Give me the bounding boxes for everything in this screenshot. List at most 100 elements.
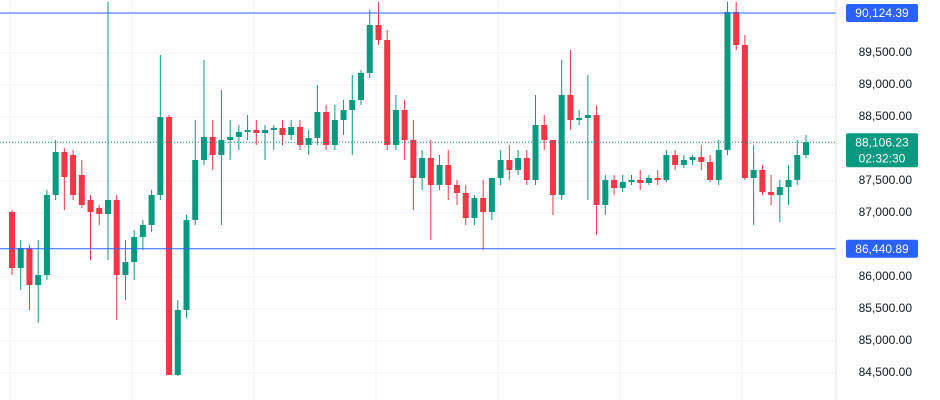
candle-body xyxy=(663,155,670,180)
candle-body xyxy=(750,169,757,178)
price-tag-label: 86,440.89 xyxy=(855,242,909,256)
y-tick-label: 85,500.00 xyxy=(859,301,913,315)
candle-body xyxy=(43,195,50,276)
candle-body xyxy=(523,158,530,180)
candle-body xyxy=(70,155,77,196)
y-tick-label: 84,500.00 xyxy=(859,365,913,379)
candle-body xyxy=(270,128,277,130)
y-tick-label: 88,500.00 xyxy=(859,109,913,123)
candle-body xyxy=(183,219,190,311)
candle-body xyxy=(262,129,269,133)
candle-body xyxy=(166,116,173,375)
candle-body xyxy=(358,72,365,100)
candle-body xyxy=(314,112,321,138)
candle-body xyxy=(453,184,460,193)
candle-body xyxy=(488,177,495,212)
y-tick-label: 87,000.00 xyxy=(859,205,913,219)
countdown-label: 02:32:30 xyxy=(859,151,906,165)
candle-body xyxy=(532,124,539,180)
candle-body xyxy=(392,110,399,145)
candle-body xyxy=(654,177,661,180)
candle-body xyxy=(471,198,478,218)
candle-body xyxy=(218,139,225,156)
candle-body xyxy=(104,200,111,215)
candle-body xyxy=(305,137,312,145)
candle-body xyxy=(375,24,382,40)
price-tag-label: 90,124.39 xyxy=(855,6,909,20)
candle-body xyxy=(384,40,391,145)
candle-body xyxy=(331,120,338,145)
candle-body xyxy=(96,208,103,215)
candle-body xyxy=(768,192,775,196)
y-tick-label: 85,000.00 xyxy=(859,333,913,347)
y-tick-label: 89,000.00 xyxy=(859,77,913,91)
y-tick-label: 89,500.00 xyxy=(859,45,913,59)
candle-body xyxy=(52,152,59,196)
candle-body xyxy=(549,139,556,196)
last-price-tag xyxy=(846,133,918,168)
candle-body xyxy=(419,158,426,178)
candle-body xyxy=(576,118,583,120)
candle-body xyxy=(803,142,809,156)
candle-body xyxy=(602,179,609,205)
candle-body xyxy=(157,116,164,196)
y-tick-label: 86,000.00 xyxy=(859,269,913,283)
candle-body xyxy=(628,179,635,183)
candle-body xyxy=(672,155,679,165)
candle-body xyxy=(436,164,443,185)
last-price-label: 88,106.23 xyxy=(855,135,909,149)
candle-body xyxy=(715,150,722,180)
candle-body xyxy=(279,128,286,135)
candle-body xyxy=(288,126,295,135)
candle-body xyxy=(698,156,705,162)
candle-body xyxy=(192,160,199,220)
candle-body xyxy=(349,99,356,111)
candle-body xyxy=(209,136,216,156)
candle-body xyxy=(235,131,242,137)
candle-body xyxy=(445,164,452,185)
candle-body xyxy=(366,24,373,73)
candle-body xyxy=(707,161,714,180)
candle-body xyxy=(680,160,687,165)
candle-body xyxy=(724,11,731,151)
price-tag xyxy=(846,239,918,258)
candle-body xyxy=(323,112,330,145)
candle-body xyxy=(340,110,347,120)
candle-body xyxy=(733,11,740,45)
candle-body xyxy=(122,262,129,276)
candle-body xyxy=(619,182,626,188)
candle-body xyxy=(759,169,766,192)
candle-body xyxy=(200,136,207,160)
candle-body xyxy=(61,152,68,177)
candle-body xyxy=(131,236,138,263)
candle-body xyxy=(558,94,565,196)
candle-body xyxy=(35,275,42,285)
candle-body xyxy=(410,139,417,178)
candle-body xyxy=(515,158,522,170)
candle-body xyxy=(480,198,487,212)
candle-body xyxy=(87,200,94,212)
candle-body xyxy=(794,155,801,180)
candle-body xyxy=(227,136,234,140)
candle-body xyxy=(645,177,652,183)
candle-body xyxy=(776,187,783,196)
candle-body xyxy=(497,160,504,178)
candle-body xyxy=(593,115,600,205)
candle-body xyxy=(17,248,24,268)
y-tick-label: 87,500.00 xyxy=(859,173,913,187)
price-tag xyxy=(846,4,918,23)
candle-body xyxy=(689,156,696,160)
candle-body xyxy=(506,160,513,170)
candle-body xyxy=(541,124,548,140)
candle-body xyxy=(567,94,574,120)
candle-body xyxy=(584,115,591,119)
candle-body xyxy=(26,248,33,285)
candle-body xyxy=(741,44,748,178)
candle-body xyxy=(296,126,303,145)
candle-body xyxy=(462,192,469,218)
candle-body xyxy=(174,310,181,375)
candle-body xyxy=(611,179,618,188)
price-axis: 84,500.00 85,000.00 85,500.00 86,000.00 87,0… xyxy=(846,4,918,379)
